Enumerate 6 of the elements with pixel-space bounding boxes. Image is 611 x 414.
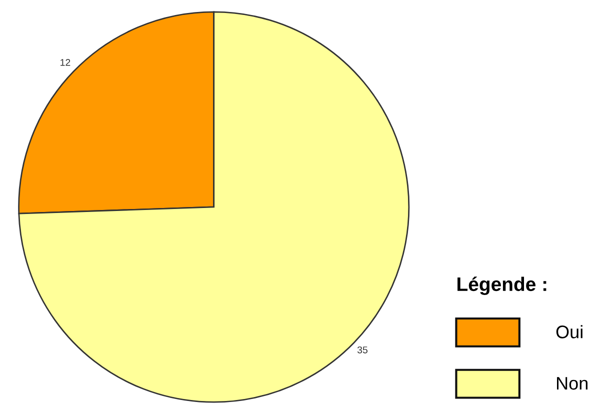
legend-title: Légende : bbox=[458, 276, 546, 296]
pie-slice bbox=[18, 11, 410, 403]
data-label: 12 bbox=[60, 58, 70, 66]
data-label: 35 bbox=[357, 346, 368, 354]
legend-label: Oui bbox=[556, 325, 582, 338]
legend-label: Non bbox=[557, 377, 588, 390]
